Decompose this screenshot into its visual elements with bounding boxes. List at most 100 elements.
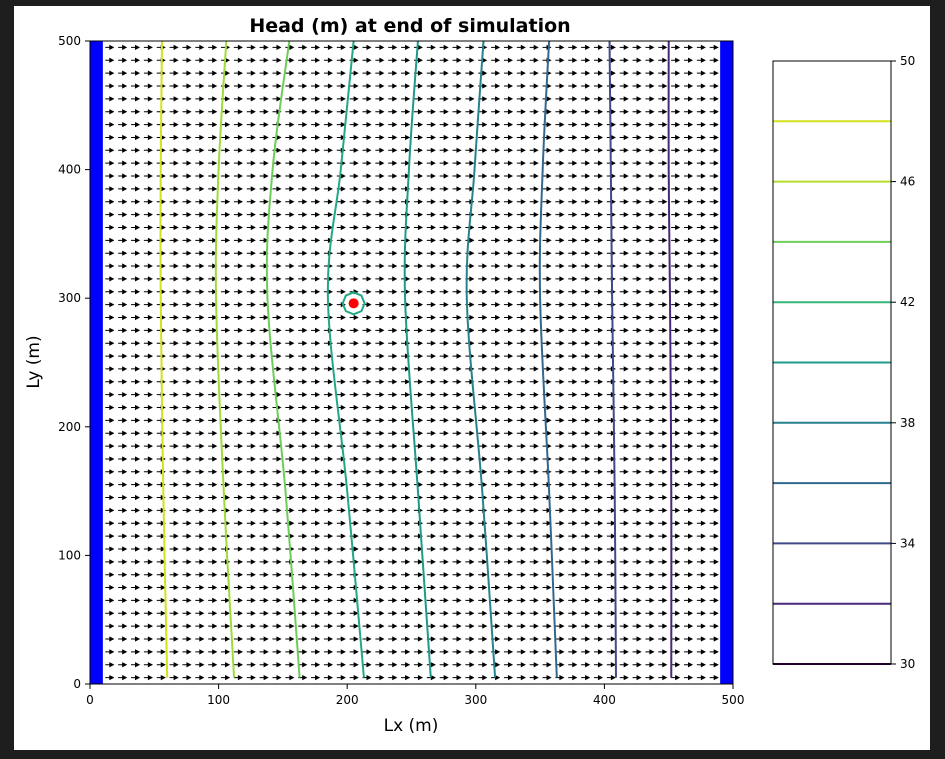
velocity-arrow bbox=[619, 289, 629, 295]
velocity-arrow bbox=[143, 224, 153, 231]
velocity-arrow bbox=[683, 276, 694, 282]
velocity-arrow bbox=[696, 649, 706, 655]
velocity-arrow bbox=[208, 186, 218, 192]
velocity-arrow bbox=[131, 57, 141, 63]
velocity-arrow bbox=[696, 173, 706, 179]
y-axis-label: Ly (m) bbox=[24, 335, 44, 388]
velocity-arrow bbox=[131, 636, 141, 642]
constant-head-boundary-left bbox=[90, 41, 103, 684]
velocity-arrow bbox=[696, 559, 706, 565]
velocity-arrow bbox=[478, 134, 488, 141]
velocity-arrow bbox=[233, 109, 243, 115]
velocity-arrow bbox=[131, 211, 141, 218]
velocity-arrow bbox=[362, 623, 372, 629]
velocity-arrow bbox=[671, 44, 681, 51]
velocity-arrow bbox=[246, 96, 256, 102]
velocity-arrow bbox=[632, 443, 642, 449]
velocity-arrow bbox=[452, 160, 462, 166]
velocity-arrow bbox=[555, 263, 565, 269]
velocity-arrow bbox=[349, 443, 359, 449]
velocity-arrow bbox=[233, 494, 243, 501]
velocity-arrow bbox=[658, 469, 668, 475]
velocity-arrow bbox=[298, 623, 308, 629]
velocity-arrow bbox=[105, 366, 115, 372]
velocity-arrow bbox=[632, 96, 642, 102]
velocity-arrow bbox=[182, 610, 192, 616]
velocity-arrow bbox=[298, 584, 308, 591]
velocity-arrow bbox=[478, 314, 488, 321]
velocity-arrow bbox=[452, 610, 462, 616]
velocity-arrow bbox=[311, 379, 321, 385]
velocity-arrow bbox=[169, 276, 179, 282]
velocity-arrow bbox=[503, 507, 514, 514]
velocity-arrow bbox=[388, 250, 398, 256]
velocity-arrow bbox=[555, 559, 565, 565]
velocity-arrow bbox=[568, 623, 578, 629]
velocity-arrow bbox=[182, 469, 192, 475]
velocity-arrow bbox=[683, 314, 694, 321]
velocity-arrow bbox=[105, 353, 115, 359]
velocity-arrow bbox=[349, 173, 359, 179]
velocity-arrow bbox=[285, 469, 295, 475]
velocity-arrow bbox=[259, 44, 269, 51]
velocity-arrow bbox=[593, 649, 604, 655]
velocity-arrow bbox=[671, 340, 681, 346]
velocity-arrow bbox=[593, 456, 604, 462]
velocity-arrow bbox=[105, 469, 115, 475]
velocity-arrow bbox=[439, 443, 449, 449]
velocity-arrow bbox=[593, 623, 604, 629]
velocity-arrow bbox=[105, 237, 115, 243]
velocity-arrow bbox=[323, 559, 334, 565]
velocity-arrow bbox=[221, 211, 231, 218]
velocity-arrow bbox=[143, 443, 153, 449]
velocity-arrow bbox=[413, 572, 424, 578]
velocity-arrow bbox=[491, 340, 501, 346]
velocity-arrow bbox=[362, 494, 372, 501]
velocity-arrow bbox=[619, 263, 629, 269]
velocity-arrow bbox=[645, 57, 655, 63]
velocity-arrow bbox=[362, 109, 372, 115]
velocity-arrow bbox=[285, 584, 295, 591]
velocity-arrow bbox=[529, 533, 539, 539]
velocity-arrow bbox=[478, 199, 488, 205]
velocity-arrow bbox=[413, 121, 424, 128]
velocity-arrow bbox=[143, 482, 153, 488]
velocity-arrow bbox=[516, 250, 526, 256]
velocity-arrow bbox=[645, 430, 655, 436]
velocity-arrow bbox=[555, 507, 565, 514]
velocity-arrow bbox=[131, 83, 141, 89]
velocity-arrow bbox=[555, 379, 565, 385]
velocity-arrow bbox=[478, 340, 488, 346]
velocity-arrow bbox=[131, 173, 141, 179]
velocity-arrow bbox=[246, 276, 256, 282]
velocity-arrow bbox=[683, 263, 694, 269]
velocity-arrow bbox=[568, 353, 578, 359]
velocity-arrow bbox=[658, 211, 668, 218]
velocity-arrow bbox=[632, 186, 642, 192]
velocity-arrow bbox=[323, 199, 334, 205]
velocity-arrow bbox=[118, 649, 128, 655]
velocity-arrow bbox=[568, 674, 578, 681]
velocity-arrow bbox=[606, 443, 616, 449]
velocity-arrow bbox=[696, 121, 706, 128]
velocity-arrow bbox=[169, 250, 179, 256]
velocity-arrow bbox=[426, 186, 436, 192]
velocity-arrow bbox=[272, 507, 282, 514]
velocity-arrow bbox=[478, 211, 488, 218]
velocity-arrow bbox=[568, 392, 578, 398]
velocity-arrow bbox=[413, 276, 424, 282]
velocity-arrow bbox=[516, 456, 526, 462]
velocity-arrow bbox=[323, 649, 334, 655]
velocity-arrow bbox=[272, 443, 282, 449]
velocity-arrow bbox=[323, 173, 334, 179]
velocity-arrow bbox=[619, 121, 629, 128]
velocity-arrow bbox=[542, 186, 552, 192]
velocity-arrow bbox=[272, 533, 282, 539]
velocity-arrow bbox=[349, 186, 359, 192]
velocity-arrow bbox=[388, 636, 398, 642]
velocity-arrow bbox=[439, 353, 449, 359]
velocity-arrow bbox=[439, 250, 449, 256]
velocity-arrow bbox=[503, 96, 514, 102]
velocity-arrow bbox=[143, 469, 153, 475]
